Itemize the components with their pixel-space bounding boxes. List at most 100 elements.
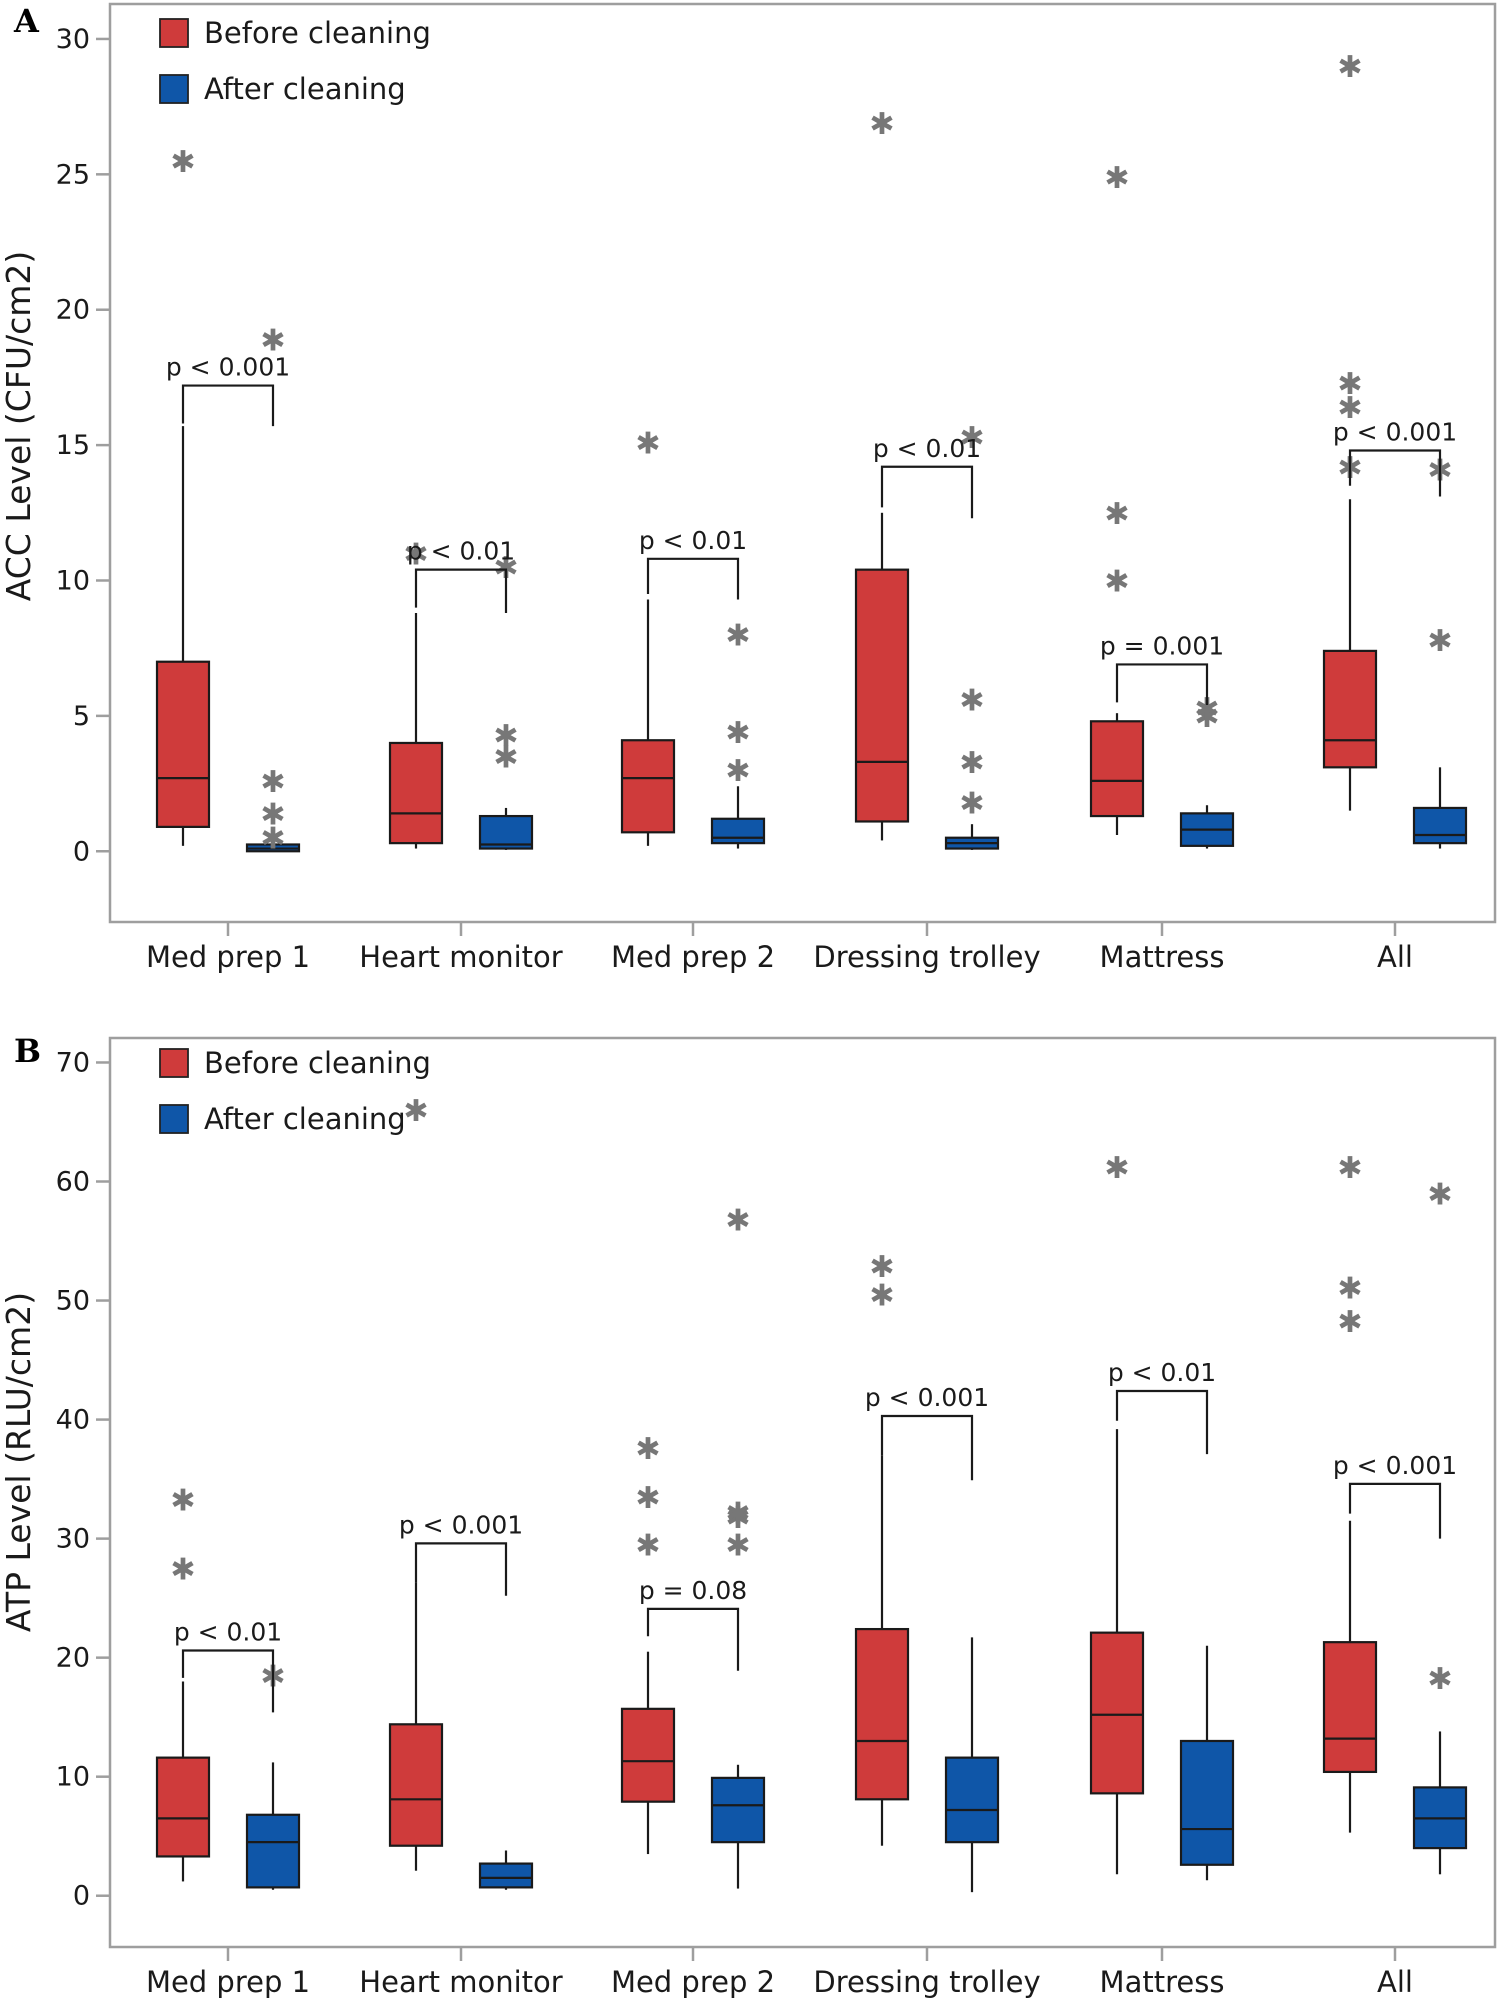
panel-letter: B — [14, 1032, 41, 1070]
pvalue-bracket: p < 0.01 — [1108, 1358, 1216, 1455]
outlier-point: ✱ — [725, 1204, 750, 1239]
y-tick-label: 30 — [56, 1524, 90, 1555]
pvalue-label: p < 0.001 — [166, 353, 290, 382]
outlier-point: ✱ — [1337, 391, 1362, 426]
outlier-point: ✱ — [493, 740, 518, 775]
outlier-point: ✱ — [1337, 1271, 1362, 1306]
x-category-label: Mattress — [1100, 1965, 1225, 1999]
pvalue-bracket: p < 0.001 — [166, 353, 290, 427]
legend: Before cleaning After cleaning — [159, 1046, 431, 1136]
pvalue-label: p < 0.001 — [865, 1383, 989, 1412]
iqr-box — [1089, 720, 1145, 818]
outlier-point: ✱ — [725, 1501, 750, 1536]
outlier-point: ✱ — [260, 324, 285, 359]
y-axis-title: ATP Level (RLU/cm2) — [0, 1292, 38, 1632]
pvalue-label: p < 0.01 — [1108, 1358, 1216, 1387]
y-tick-label: 10 — [56, 1762, 90, 1793]
iqr-box — [478, 814, 534, 850]
iqr-box — [854, 1627, 910, 1801]
outlier-point: ✱ — [260, 797, 285, 832]
plot-frame — [108, 1036, 1497, 1949]
after-box-3 — [944, 1637, 1000, 1893]
outlier-point: ✱ — [493, 719, 518, 754]
bracket-line — [181, 1649, 275, 1713]
iqr-box — [944, 1756, 1000, 1844]
pvalue-bracket: p < 0.001 — [865, 1383, 989, 1481]
outlier-point: ✱ — [635, 426, 660, 461]
outlier-point: ✱ — [725, 1529, 750, 1564]
pvalue-bracket: p < 0.001 — [399, 1510, 523, 1596]
outlier-point: ✱ — [1427, 624, 1452, 659]
pvalue-bracket: p < 0.01 — [639, 526, 747, 600]
outlier-point: ✱ — [725, 619, 750, 654]
x-category-label: All — [1377, 940, 1413, 974]
outlier-point: ✱ — [1104, 1151, 1129, 1186]
y-tick-label: 30 — [56, 24, 90, 55]
outlier-point: ✱ — [403, 537, 428, 572]
plot-frame — [108, 2, 1497, 924]
x-category-label: Mattress — [1100, 940, 1225, 974]
y-tick-label: 25 — [56, 159, 90, 190]
bracket-line — [646, 1607, 740, 1671]
outlier-point: ✱ — [869, 1279, 894, 1314]
y-axis-title: ACC Level (CFU/cm2) — [0, 251, 38, 602]
after-box-0: ✱✱✱✱ — [245, 324, 301, 857]
bracket-line — [880, 1414, 974, 1481]
pvalue-label: p = 0.08 — [639, 1576, 747, 1605]
bracket-line — [646, 557, 740, 600]
pvalue-label: p < 0.01 — [873, 434, 981, 463]
bracket-line — [414, 568, 508, 613]
x-category-label: Med prep 2 — [611, 1965, 775, 1999]
iqr-box — [1089, 1631, 1145, 1795]
before-box-3: ✱ — [854, 107, 910, 841]
bracket-line — [1115, 1389, 1209, 1455]
x-category-label: Med prep 1 — [146, 1965, 310, 1999]
bracket-line — [1115, 663, 1209, 706]
y-tick-label: 20 — [56, 1643, 90, 1674]
outlier-point: ✱ — [1104, 564, 1129, 599]
pvalue-bracket: p < 0.001 — [1333, 418, 1457, 497]
outlier-point: ✱ — [959, 746, 984, 781]
panel-letter: A — [13, 2, 40, 40]
iqr-box — [388, 1723, 444, 1847]
iqr-box — [710, 817, 766, 845]
x-category-label: Dressing trolley — [813, 940, 1040, 974]
before-box-2: ✱ — [620, 426, 676, 846]
after-box-2: ✱✱✱ — [710, 619, 766, 849]
outlier-point: ✱ — [1104, 161, 1129, 196]
x-category-label: Heart monitor — [359, 1965, 562, 1999]
pvalue-label: p < 0.001 — [399, 1510, 523, 1539]
x-category-label: Med prep 1 — [146, 940, 310, 974]
outlier-point: ✱ — [170, 1552, 195, 1587]
x-category-label: Dressing trolley — [813, 1965, 1040, 1999]
iqr-box — [245, 1813, 301, 1889]
outlier-point: ✱ — [1337, 1151, 1362, 1186]
iqr-box — [478, 1862, 534, 1889]
legend-swatch — [159, 1048, 189, 1078]
legend-label: Before cleaning — [204, 16, 431, 50]
iqr-box — [1322, 1641, 1378, 1774]
outlier-point: ✱ — [403, 1094, 428, 1129]
outlier-point: ✱ — [170, 145, 195, 180]
outlier-point: ✱ — [725, 1496, 750, 1531]
before-box-1: ✱ — [388, 1094, 444, 1871]
iqr-box — [1179, 1739, 1235, 1866]
legend: Before cleaning After cleaning — [159, 16, 431, 106]
iqr-box — [155, 1756, 211, 1858]
outlier-point: ✱ — [959, 421, 984, 456]
panel-b: B 0 10 20 30 40 50 60 70 ATP Level (RLU/cm2) Med p… — [0, 1032, 1497, 1999]
before-box-0: ✱✱ — [155, 1483, 211, 1882]
bracket-line — [414, 1542, 508, 1596]
legend-label: After cleaning — [204, 72, 406, 106]
outlier-point: ✱ — [635, 1481, 660, 1516]
outlier-point: ✱ — [869, 1250, 894, 1285]
pvalue-bracket: p < 0.01 — [873, 434, 981, 519]
outlier-point: ✱ — [260, 822, 285, 857]
outlier-point: ✱ — [869, 107, 894, 142]
outlier-point: ✱ — [635, 1432, 660, 1467]
outlier-point: ✱ — [959, 684, 984, 719]
y-tick-label: 70 — [56, 1047, 90, 1078]
before-box-0: ✱ — [155, 145, 211, 846]
y-tick-label: 50 — [56, 1286, 90, 1317]
panel-a: A 0 5 10 15 20 25 30 ACC Level (CFU/cm2) Med prep… — [0, 2, 1497, 974]
